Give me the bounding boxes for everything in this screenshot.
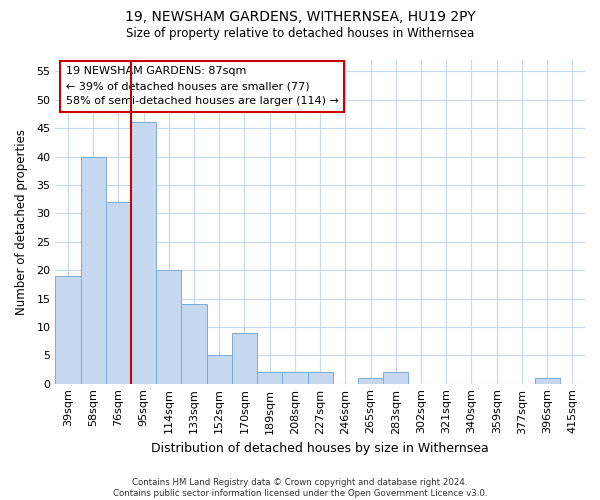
Text: Contains HM Land Registry data © Crown copyright and database right 2024.
Contai: Contains HM Land Registry data © Crown c… <box>113 478 487 498</box>
Text: 19, NEWSHAM GARDENS, WITHERNSEA, HU19 2PY: 19, NEWSHAM GARDENS, WITHERNSEA, HU19 2P… <box>125 10 475 24</box>
Bar <box>80 156 106 384</box>
Bar <box>308 372 333 384</box>
Bar <box>535 378 560 384</box>
Bar <box>131 122 156 384</box>
Y-axis label: Number of detached properties: Number of detached properties <box>15 129 28 315</box>
Bar <box>283 372 308 384</box>
Bar <box>106 202 131 384</box>
Bar <box>232 332 257 384</box>
Text: Size of property relative to detached houses in Withernsea: Size of property relative to detached ho… <box>126 28 474 40</box>
Bar <box>206 356 232 384</box>
Bar <box>383 372 409 384</box>
Bar <box>181 304 206 384</box>
Bar <box>55 276 80 384</box>
X-axis label: Distribution of detached houses by size in Withernsea: Distribution of detached houses by size … <box>151 442 489 455</box>
Text: 19 NEWSHAM GARDENS: 87sqm
← 39% of detached houses are smaller (77)
58% of semi-: 19 NEWSHAM GARDENS: 87sqm ← 39% of detac… <box>66 66 339 106</box>
Bar <box>156 270 181 384</box>
Bar <box>358 378 383 384</box>
Bar <box>257 372 283 384</box>
